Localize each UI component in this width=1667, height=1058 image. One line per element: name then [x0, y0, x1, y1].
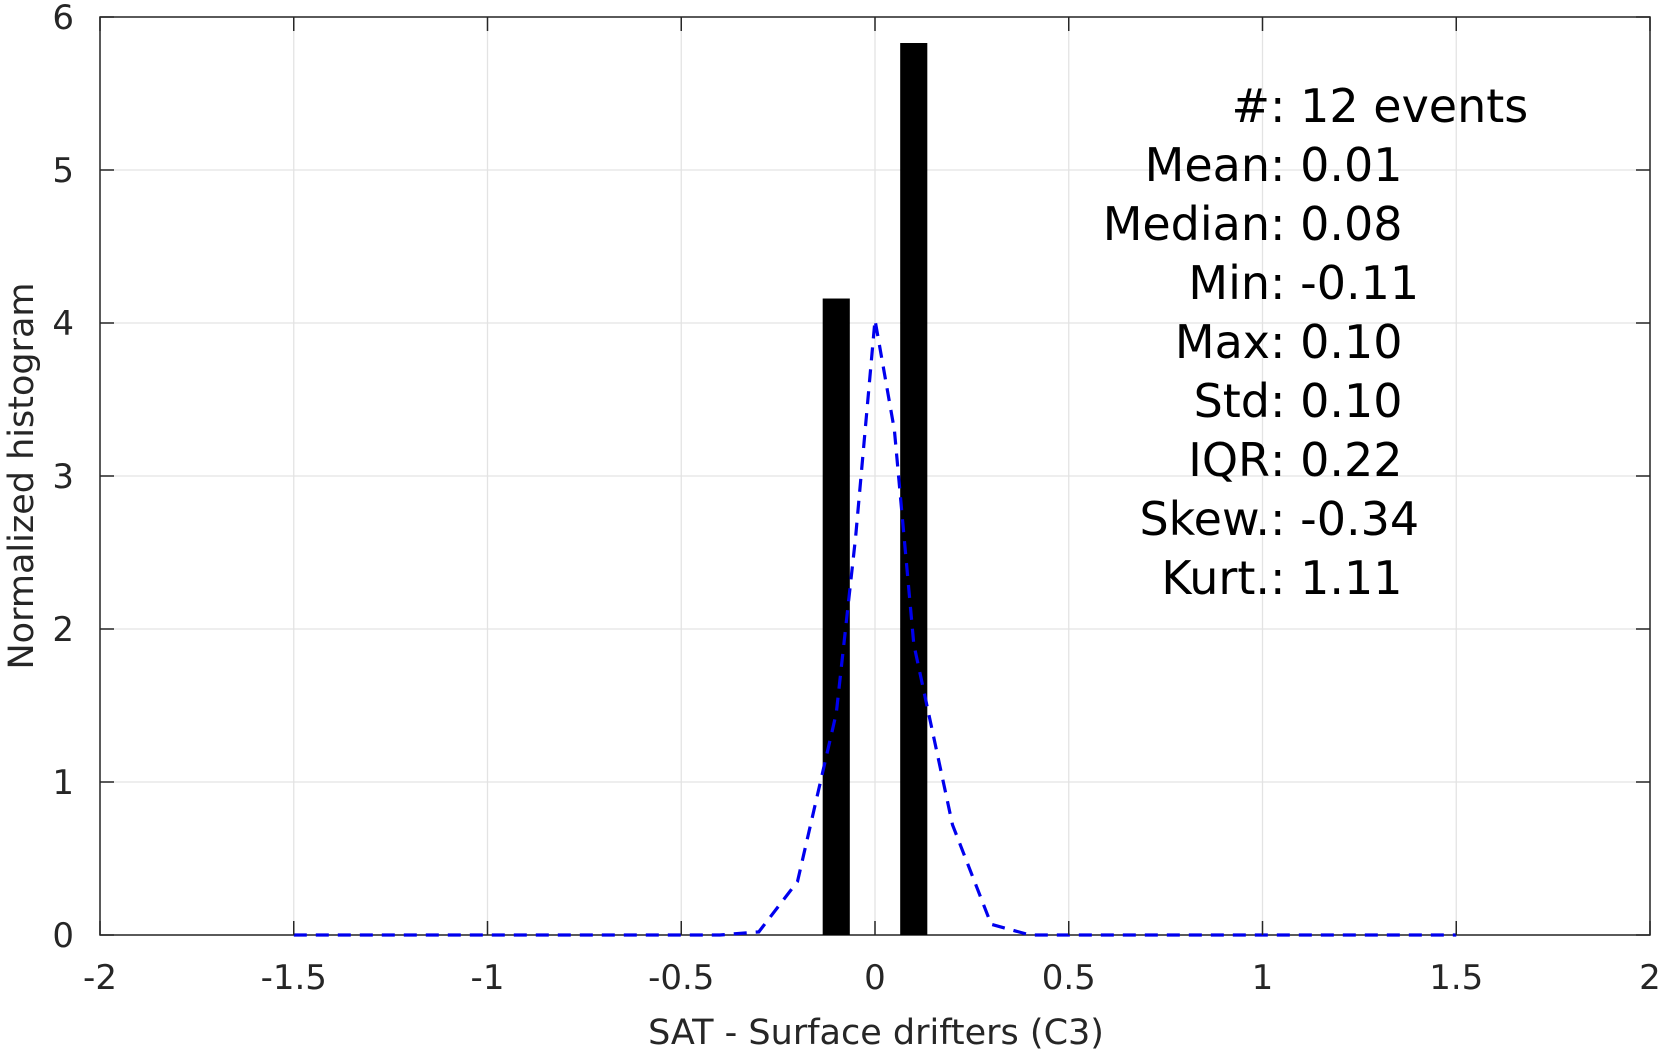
x-tick-label: 1: [1252, 958, 1274, 998]
axis-ticks: [99, 16, 1651, 936]
stats-value: : 12 events: [1270, 79, 1528, 133]
stats-label: #: [1231, 79, 1270, 133]
x-tick-label: 0: [864, 958, 886, 998]
y-tick-label: 2: [52, 610, 74, 650]
grid-lines: [99, 16, 1651, 936]
y-tick-labels: 0 1 2 3 4 5 6: [52, 0, 74, 956]
x-tick-label: -2: [83, 958, 117, 998]
x-tick-label: -0.5: [648, 958, 714, 998]
y-tick-label: 3: [52, 457, 74, 497]
stats-row: Kurt. : 1.11: [1161, 551, 1402, 605]
y-tick-label: 0: [52, 916, 74, 956]
x-tick-label: 2: [1639, 958, 1661, 998]
y-tick-label: 6: [52, 0, 74, 38]
stats-row: Std : 0.10: [1194, 374, 1403, 428]
x-tick-label: -1.5: [261, 958, 327, 998]
y-tick-label: 1: [52, 763, 74, 803]
x-tick-label: -1: [471, 958, 505, 998]
stats-value: : 0.01: [1270, 138, 1403, 192]
stats-label: IQR: [1188, 433, 1270, 487]
stats-label: Min: [1188, 256, 1270, 310]
x-tick-label: 0.5: [1042, 958, 1096, 998]
stats-row: Min : -0.11: [1188, 256, 1419, 310]
stats-row: # : 12 events: [1231, 79, 1528, 133]
stats-row: Mean : 0.01: [1145, 138, 1403, 192]
y-tick-label: 5: [52, 151, 74, 191]
x-tick-labels: -2 -1.5 -1 -0.5 0 0.5 1 1.5 2: [83, 958, 1661, 998]
histogram-bars: [822, 43, 928, 935]
stats-value: : 1.11: [1270, 551, 1403, 605]
fit-curve: [293, 319, 1457, 937]
stats-row: Median : 0.08: [1103, 197, 1403, 251]
histogram-bar: [900, 43, 928, 935]
stats-value: : 0.10: [1270, 374, 1403, 428]
stats-value: : -0.11: [1270, 256, 1419, 310]
stats-value: : 0.08: [1270, 197, 1403, 251]
stats-value: : 0.22: [1270, 433, 1403, 487]
stats-row: IQR : 0.22: [1188, 433, 1402, 487]
stats-value: : -0.34: [1270, 492, 1419, 546]
x-axis-label: SAT - Surface drifters (C3): [648, 1013, 1104, 1053]
stats-row: Max : 0.10: [1175, 315, 1403, 369]
stats-label: Median: [1103, 197, 1270, 251]
y-tick-label: 4: [52, 304, 74, 344]
y-axis-label: Normalized histogram: [2, 282, 42, 669]
stats-label: Max: [1175, 315, 1270, 369]
stats-label: Std: [1194, 374, 1270, 428]
stats-label: Kurt.: [1161, 551, 1270, 605]
stats-label: Mean: [1145, 138, 1270, 192]
stats-value: : 0.10: [1270, 315, 1403, 369]
x-tick-label: 1.5: [1429, 958, 1483, 998]
stats-row: Skew. : -0.34: [1139, 492, 1419, 546]
stats-label: Skew.: [1139, 492, 1270, 546]
fit-curve-line: [293, 319, 1457, 937]
